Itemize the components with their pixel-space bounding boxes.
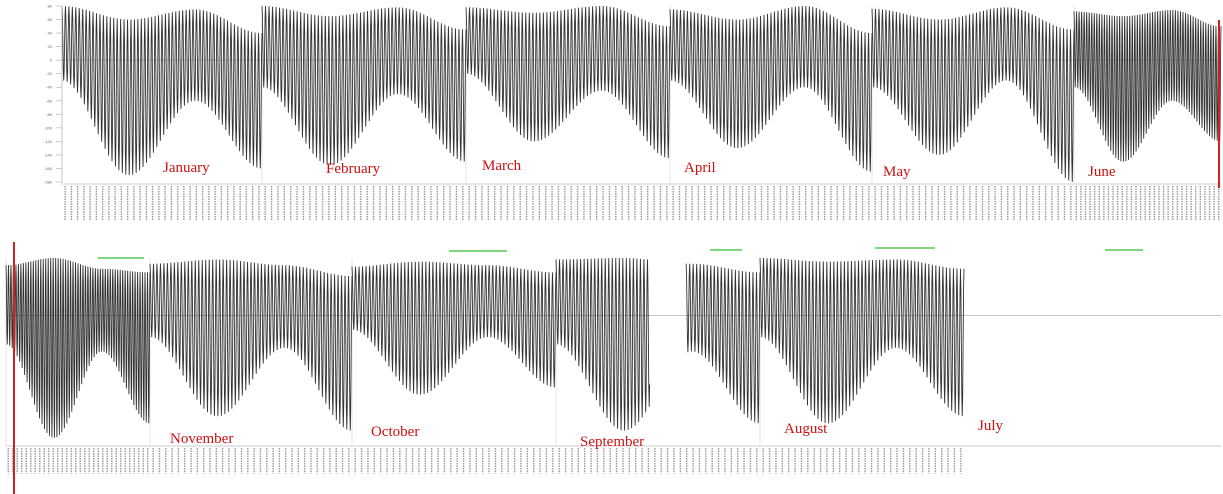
tick-layer: 80 60 40 20 0 -20 -40 -60 -80 -100 -120 -140 -160 -18…: [7, 4, 1220, 474]
y-tick-label: 80: [48, 4, 53, 9]
y-tick-label: -20: [46, 71, 53, 76]
tide-trace-may: [871, 7, 1075, 182]
month-label-february: February: [326, 161, 381, 177]
y-tick-label: -140: [44, 152, 53, 157]
month-label-september: September: [580, 434, 644, 450]
month-label-january: January: [163, 160, 210, 176]
month-label-april: April: [684, 160, 716, 176]
y-tick-label: -100: [44, 125, 53, 130]
y-tick-label: 40: [48, 31, 53, 36]
y-tick-label: -120: [44, 139, 53, 144]
trace-layer: [5, 5, 1222, 438]
y-tick-label: -60: [46, 98, 53, 103]
tide-trace-september: [351, 261, 557, 395]
tide-trace-june: [1073, 10, 1222, 162]
tide-trace-november: [5, 258, 151, 438]
y-tick-label: -40: [46, 85, 53, 90]
y-tick-label: -160: [44, 166, 53, 171]
y-tick-label: 0: [50, 58, 53, 63]
y-tick-label: 60: [48, 17, 53, 22]
tide-trace-july: [759, 257, 965, 424]
tide-trace-january: [61, 5, 263, 176]
month-label-august: August: [784, 421, 828, 437]
month-label-july: July: [978, 418, 1004, 434]
y-tick-label: -80: [46, 112, 53, 117]
month-label-november: November: [170, 431, 233, 447]
tide-trace-april: [669, 6, 873, 172]
y-tick-label: 20: [48, 44, 53, 49]
label-layer: January February March April May June November…: [163, 158, 1116, 450]
month-label-march: March: [482, 158, 522, 174]
month-label-may: May: [883, 164, 911, 180]
marker-layer: [13, 20, 1220, 494]
tide-trace-august: [555, 257, 761, 431]
month-label-october: October: [371, 424, 419, 440]
month-label-june: June: [1088, 164, 1116, 180]
tide-trace-october: [149, 259, 353, 431]
tide-trace-march: [465, 5, 671, 159]
tide-trace-february: [261, 5, 467, 166]
y-tick-label: -180: [44, 180, 53, 185]
